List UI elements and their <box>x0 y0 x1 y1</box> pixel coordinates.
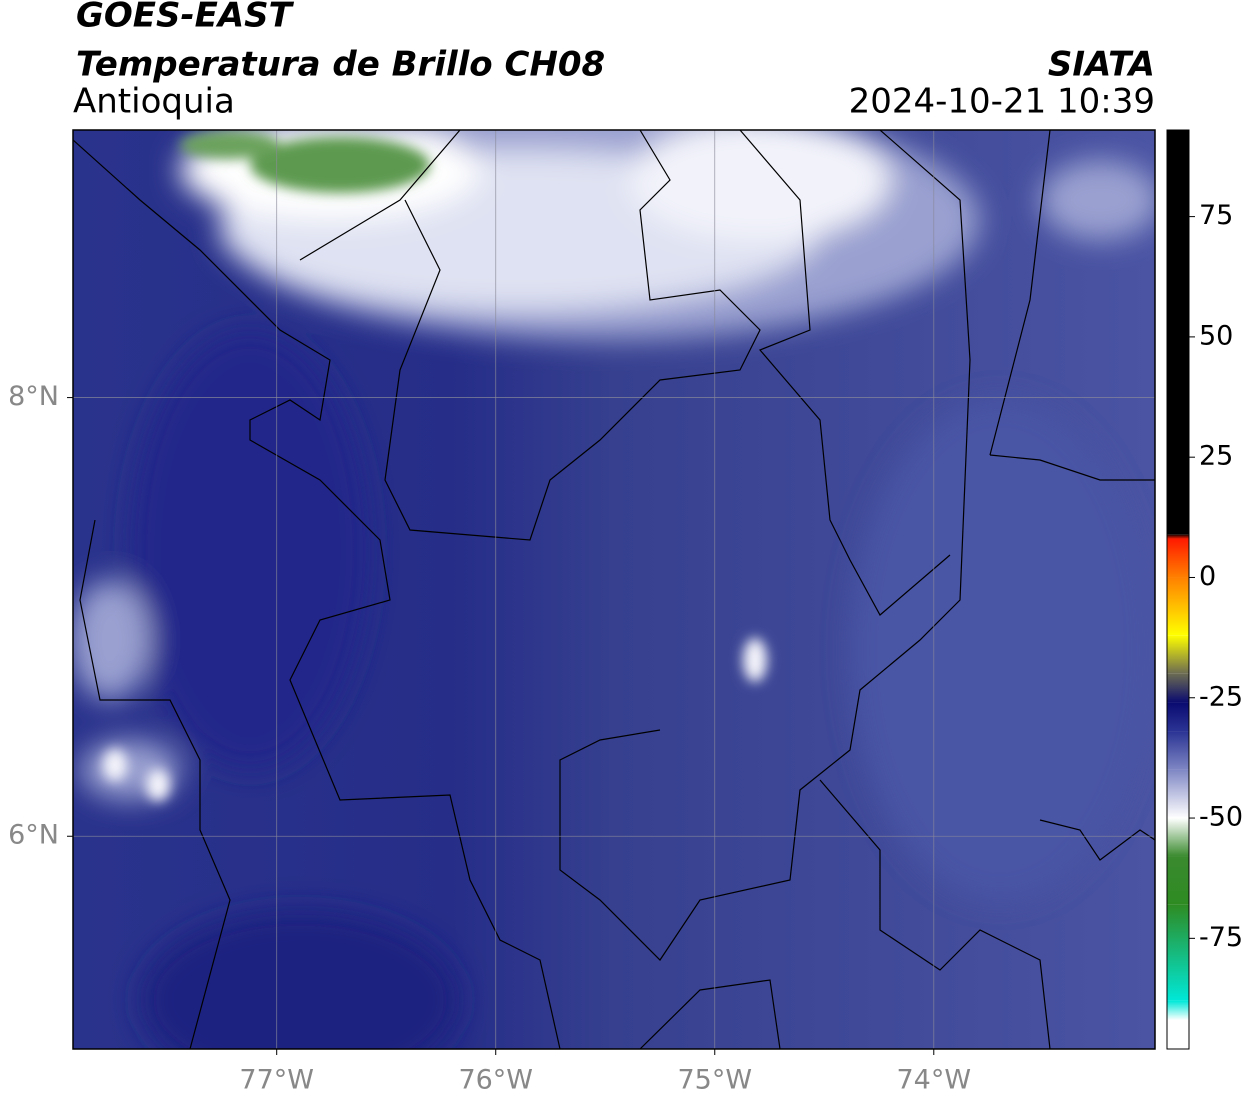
colorbar-segment <box>1167 856 1189 905</box>
y-tick-label: 6°N <box>8 820 59 851</box>
colorbar-tick-label: -75 <box>1199 922 1243 953</box>
colorbar-tick-label: 25 <box>1199 441 1233 472</box>
colorbar-segment <box>1167 577 1189 636</box>
x-tick-label: 77°W <box>239 1065 314 1096</box>
colorbar-segment <box>1167 818 1189 857</box>
x-tick-label: 76°W <box>458 1065 533 1096</box>
colorbar-segment <box>1167 1000 1189 1021</box>
title: GOES-EAST <box>76 0 295 36</box>
colorbar-tick-label: 75 <box>1199 200 1233 231</box>
map-image <box>73 130 1155 1049</box>
colorbar-tick-label: -25 <box>1199 681 1243 712</box>
colorbar-tick-label: -50 <box>1199 802 1243 833</box>
x-tick-label: 75°W <box>677 1065 752 1096</box>
colorbar-segment <box>1167 534 1189 539</box>
colorbar-tick-label: 50 <box>1199 320 1233 351</box>
x-tick-label: 74°W <box>897 1065 972 1096</box>
graticule <box>73 130 1155 1049</box>
colorbar-segment <box>1167 904 1189 1001</box>
colorbar-segment <box>1167 1020 1189 1049</box>
colorbar-segment <box>1167 702 1189 732</box>
colorbar-segment <box>1167 538 1189 578</box>
colorbar-segment <box>1167 130 1189 535</box>
region: Antioquia <box>73 82 235 122</box>
y-tick-label: 8°N <box>8 381 59 412</box>
colorbar <box>1167 130 1189 1049</box>
colorbar-tick-label: 0 <box>1199 561 1216 592</box>
map-frame <box>72 129 1156 1050</box>
colorbar-segment <box>1167 635 1189 674</box>
source: SIATA <box>1048 45 1155 85</box>
colorbar-segment <box>1167 731 1189 770</box>
subtitle: Temperatura de Brillo CH08 <box>76 45 605 85</box>
colorbar-segment <box>1167 769 1189 819</box>
colorbar-segment <box>1167 673 1189 703</box>
datetime: 2024-10-21 10:39 <box>849 82 1155 122</box>
colorbar-frame <box>1166 129 1190 1050</box>
